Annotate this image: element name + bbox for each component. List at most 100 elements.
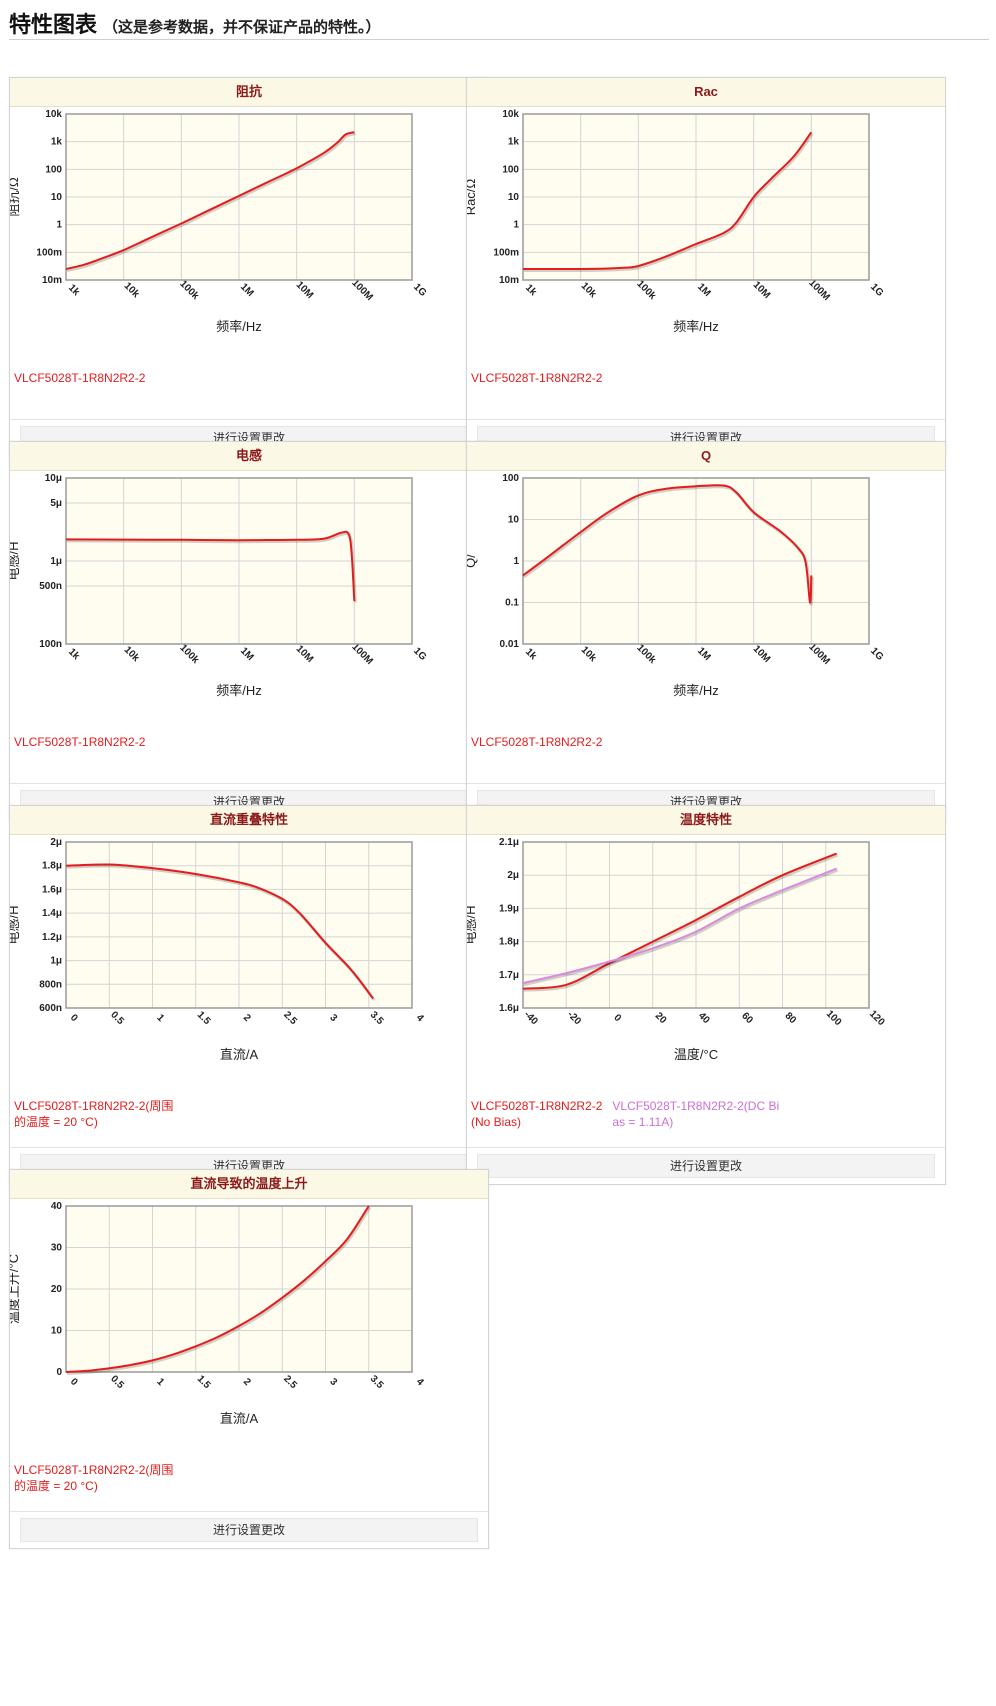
x-tick-label: 1k bbox=[523, 282, 539, 298]
y-tick-label: 2μ bbox=[507, 870, 519, 881]
legend-text: VLCF5028T-1R8N2R2-2 bbox=[471, 371, 603, 385]
x-tick-label: 1k bbox=[66, 282, 82, 298]
x-tick-label: 3.5 bbox=[368, 1009, 386, 1027]
settings-change-button[interactable]: 进行设置更改 bbox=[477, 1154, 935, 1178]
x-tick-label: -20 bbox=[565, 1009, 583, 1027]
x-tick-label: 2 bbox=[241, 1012, 253, 1024]
series-line bbox=[522, 131, 813, 271]
chart-title: Rac bbox=[467, 78, 945, 107]
x-tick-label: 100 bbox=[824, 1008, 844, 1028]
x-tick-label: 1M bbox=[695, 645, 713, 663]
legend-text: VLCF5028T-1R8N2R2-2(周围 bbox=[14, 1099, 174, 1113]
series-line bbox=[65, 131, 355, 270]
x-tick-label: 1G bbox=[411, 282, 428, 299]
y-tick-label: 100 bbox=[502, 164, 519, 175]
y-tick-label: 1μ bbox=[50, 956, 62, 967]
legend-item[interactable]: VLCF5028T-1R8N2R2-2(DC Bi as = 1.11A) bbox=[612, 1098, 779, 1130]
legend-item[interactable]: VLCF5028T-1R8N2R2-2 (No Bias) bbox=[471, 1098, 602, 1130]
series-line-shadow bbox=[523, 132, 814, 273]
y-tick-label: 1.9μ bbox=[499, 903, 519, 914]
plot-frame bbox=[65, 1205, 413, 1373]
legend-item[interactable]: VLCF5028T-1R8N2R2-2(周围 的温度 = 20 °C) bbox=[14, 1098, 173, 1130]
x-tick-label: 0.5 bbox=[108, 1373, 126, 1391]
y-tick-label: 40 bbox=[51, 1201, 63, 1212]
chart-panel-rac: Rac 1k 10k 100k 1M 10M 100M 1G 10m 100m 1 10 100 1k 10… bbox=[466, 77, 946, 457]
y-tick-label: 2μ bbox=[50, 837, 62, 848]
legend-item[interactable]: VLCF5028T-1R8N2R2-2 bbox=[14, 370, 145, 386]
legend-text: VLCF5028T-1R8N2R2-2(周围 bbox=[14, 1463, 174, 1477]
chart-panel-temp_rise: 直流导致的温度上升 0 0.5 1 1.5 2 2.5 3 3.5 4 0 10 20 30 40 直流/A 温… bbox=[9, 1169, 489, 1549]
chart-svg: 1k 10k 100k 1M 10M 100M 1G 10m 100m 1 10 100 1k 10k 频率… bbox=[467, 109, 886, 334]
x-tick-label: 100M bbox=[806, 641, 831, 666]
x-tick-label: 3.5 bbox=[368, 1373, 386, 1391]
series-line-shadow bbox=[66, 1206, 372, 1375]
panel-footer: 进行设置更改 bbox=[467, 1147, 945, 1184]
y-tick-label: 1.2μ bbox=[42, 932, 62, 943]
x-tick-label: 0 bbox=[68, 1012, 80, 1024]
legend-item[interactable]: VLCF5028T-1R8N2R2-2 bbox=[471, 734, 602, 750]
legend-text: VLCF5028T-1R8N2R2-2(DC Bi bbox=[612, 1099, 780, 1113]
x-axis-label: 温度/°C bbox=[674, 1047, 718, 1062]
plot-frame bbox=[65, 841, 413, 1009]
x-axis-label: 频率/Hz bbox=[673, 319, 719, 334]
y-axis-label: 电感/H bbox=[10, 541, 21, 580]
x-tick-label: 100M bbox=[806, 277, 831, 302]
legend-text: (No Bias) bbox=[471, 1115, 522, 1129]
x-axis-label: 频率/Hz bbox=[216, 319, 262, 334]
page-title: 特性图表 bbox=[9, 12, 98, 37]
x-tick-label: 10k bbox=[579, 644, 599, 664]
x-tick-label: 10k bbox=[579, 280, 599, 300]
y-tick-label: 5μ bbox=[50, 498, 62, 509]
chart-legend: VLCF5028T-1R8N2R2-2 (No Bias) VLCF5028T-1R… bbox=[471, 1098, 779, 1130]
x-tick-label: 1G bbox=[411, 646, 428, 663]
chart-legend: VLCF5028T-1R8N2R2-2 bbox=[14, 734, 145, 750]
settings-change-button[interactable]: 进行设置更改 bbox=[20, 1518, 478, 1542]
y-tick-label: 10 bbox=[508, 192, 520, 203]
y-tick-label: 100m bbox=[36, 247, 62, 258]
x-axis-label: 直流/A bbox=[220, 1047, 259, 1062]
legend-item[interactable]: VLCF5028T-1R8N2R2-2 bbox=[471, 370, 602, 386]
legend-item[interactable]: VLCF5028T-1R8N2R2-2(周围 的温度 = 20 °C) bbox=[14, 1462, 173, 1494]
series-line bbox=[522, 484, 813, 604]
x-tick-label: 20 bbox=[653, 1010, 669, 1026]
legend-text: as = 1.11A) bbox=[612, 1115, 674, 1129]
x-tick-label: 100M bbox=[349, 641, 374, 666]
y-tick-label: 1.6μ bbox=[499, 1003, 519, 1014]
chart-title: Q bbox=[467, 442, 945, 471]
y-tick-label: 100m bbox=[493, 247, 519, 258]
page-title-bar: 特性图表 （这是参考数据，并不保证产品的特性。） bbox=[9, 7, 989, 40]
chart-legend: VLCF5028T-1R8N2R2-2 bbox=[471, 734, 602, 750]
y-tick-label: 10k bbox=[502, 109, 519, 120]
x-tick-label: 100k bbox=[177, 278, 201, 302]
chart-panel-impedance: 阻抗 1k 10k 100k 1M 10M 100M 1G 10m 100m 1 10 100 1k 10k… bbox=[9, 77, 489, 457]
y-tick-label: 10m bbox=[499, 275, 519, 286]
plot-frame bbox=[65, 477, 413, 645]
y-tick-label: 100n bbox=[39, 639, 62, 650]
y-tick-label: 10k bbox=[45, 109, 62, 120]
series-line bbox=[522, 867, 837, 985]
y-tick-label: 500n bbox=[39, 581, 62, 592]
legend-item[interactable]: VLCF5028T-1R8N2R2-2 bbox=[14, 734, 145, 750]
x-tick-label: 4 bbox=[414, 1012, 426, 1024]
y-tick-label: 1 bbox=[513, 556, 519, 567]
plot-frame bbox=[65, 113, 413, 281]
x-tick-label: 1 bbox=[154, 1012, 166, 1024]
x-tick-label: 1k bbox=[66, 646, 82, 662]
x-tick-label: 10M bbox=[294, 279, 316, 301]
x-tick-label: 3 bbox=[327, 1012, 339, 1024]
x-axis-label: 直流/A bbox=[220, 1411, 259, 1426]
x-tick-label: 100k bbox=[634, 642, 658, 666]
x-tick-label: 100k bbox=[177, 642, 201, 666]
legend-text: VLCF5028T-1R8N2R2-2 bbox=[14, 371, 146, 385]
y-tick-label: 1.8μ bbox=[499, 937, 519, 948]
y-tick-label: 1 bbox=[56, 220, 62, 231]
series-line-shadow bbox=[523, 868, 839, 987]
x-tick-label: 40 bbox=[696, 1010, 712, 1026]
chart-title: 阻抗 bbox=[10, 78, 488, 107]
y-tick-label: 100 bbox=[502, 473, 519, 484]
chart-svg: 1k 10k 100k 1M 10M 100M 1G 10m 100m 1 10 100 1k 10k 频率… bbox=[10, 109, 429, 334]
y-tick-label: 600n bbox=[39, 1003, 62, 1014]
y-axis-label: 电感/H bbox=[467, 905, 478, 944]
chart-title: 直流重叠特性 bbox=[10, 806, 488, 835]
